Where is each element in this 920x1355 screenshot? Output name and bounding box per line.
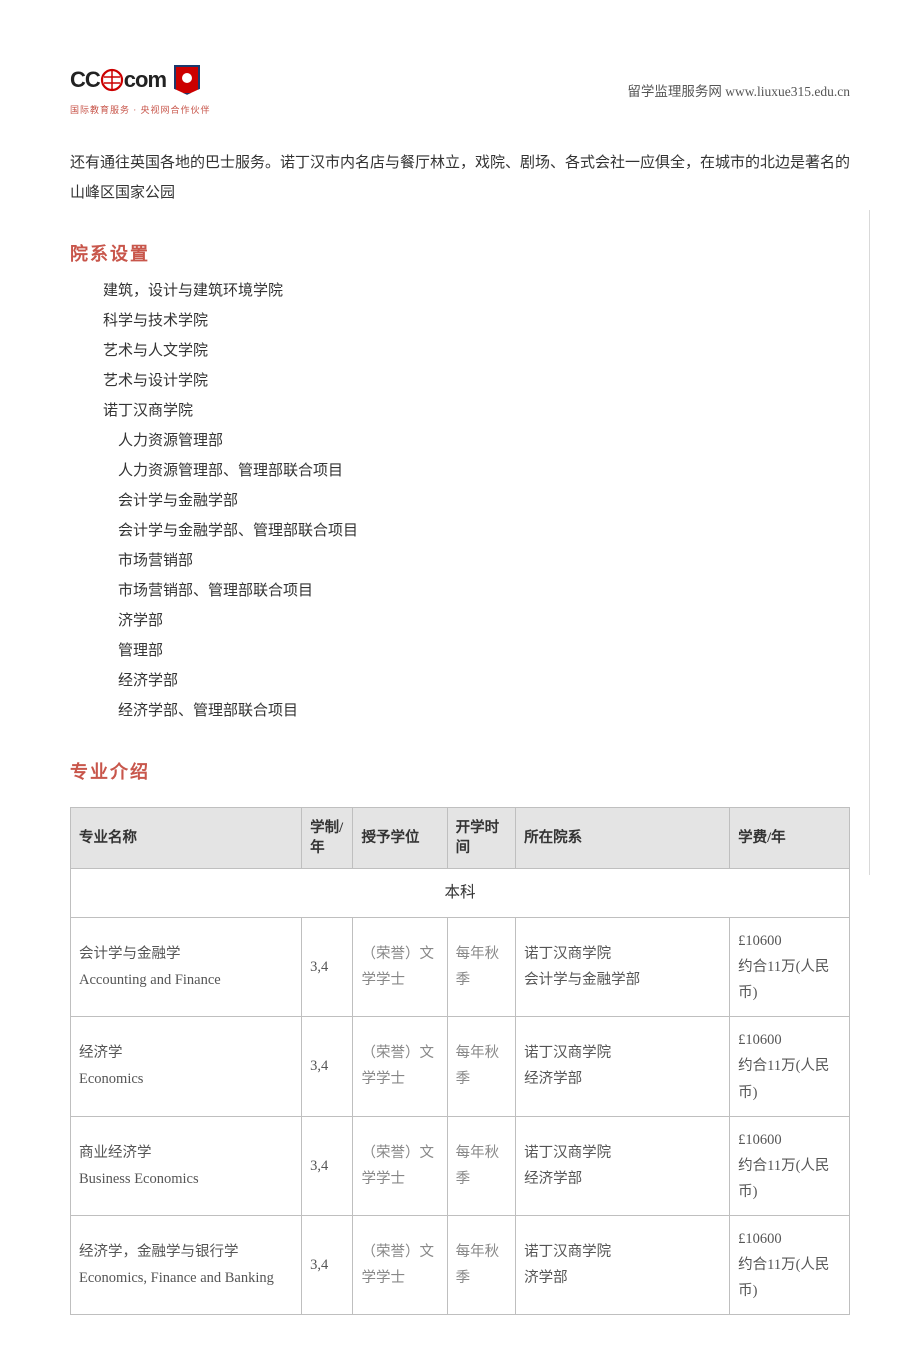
shield-icon: [174, 65, 200, 95]
site-label: 留学监理服务网 www.liuxue315.edu.cn: [627, 80, 850, 104]
fee-cny: 约合11万(人民币): [738, 1153, 841, 1205]
document-page: CC com 国际教育服务 · 央视网合作伙伴 留学监理服务网 www.liux…: [0, 0, 920, 1355]
majors-table: 本科 专业名称 学制/年 授予学位 开学时间 所在院系 学费/年 会计学与金融学…: [70, 807, 850, 1316]
major-name-en: Accounting and Finance: [79, 967, 293, 993]
section-title-majors: 专业介绍: [70, 756, 850, 788]
globe-icon: [100, 68, 124, 92]
col-header-fee: 学费/年: [730, 807, 850, 869]
fee-cny: 约合11万(人民币): [738, 954, 841, 1006]
dept-subunit: 经济学部: [524, 1166, 721, 1192]
table-row: 会计学与金融学Accounting and Finance3,4（荣誉）文学学士…: [71, 918, 850, 1017]
cell-degree: （荣誉）文学学士: [353, 1215, 447, 1314]
logo-text-right: com: [124, 60, 166, 100]
dept-school: 诺丁汉商学院: [524, 1239, 721, 1265]
col-header-dept: 所在院系: [516, 807, 730, 869]
list-item: 科学与技术学院: [103, 306, 850, 336]
section-title-departments: 院系设置: [70, 238, 850, 270]
department-list: 建筑，设计与建筑环境学院 科学与技术学院 艺术与人文学院 艺术与设计学院 诺丁汉…: [70, 276, 850, 726]
cell-major-name: 会计学与金融学Accounting and Finance: [71, 918, 302, 1017]
dept-subunit: 济学部: [524, 1265, 721, 1291]
cell-term: 每年秋季: [447, 1215, 515, 1314]
cell-fee: £10600约合11万(人民币): [730, 918, 850, 1017]
list-item: 经济学部、管理部联合项目: [118, 696, 850, 726]
cell-major-name: 经济学Economics: [71, 1017, 302, 1116]
cell-term: 每年秋季: [447, 1017, 515, 1116]
logo-text-left: CC: [70, 60, 100, 100]
cctv-logo: CC com: [70, 60, 166, 100]
cell-department: 诺丁汉商学院会计学与金融学部: [516, 918, 730, 1017]
cell-degree: （荣誉）文学学士: [353, 1116, 447, 1215]
page-header: CC com 国际教育服务 · 央视网合作伙伴 留学监理服务网 www.liux…: [70, 60, 850, 118]
fee-cny: 约合11万(人民币): [738, 1252, 841, 1304]
list-item: 人力资源管理部、管理部联合项目: [118, 456, 850, 486]
col-header-term: 开学时间: [447, 807, 515, 869]
cell-duration: 3,4: [302, 1017, 353, 1116]
dept-school: 诺丁汉商学院: [524, 1140, 721, 1166]
logo-row: CC com: [70, 60, 211, 100]
cell-term: 每年秋季: [447, 918, 515, 1017]
fee-gbp: £10600: [738, 1226, 841, 1252]
cell-fee: £10600约合11万(人民币): [730, 1017, 850, 1116]
list-item: 市场营销部、管理部联合项目: [118, 576, 850, 606]
cell-major-name: 商业经济学Business Economics: [71, 1116, 302, 1215]
major-name-en: Economics: [79, 1066, 293, 1092]
list-item: 会计学与金融学部: [118, 486, 850, 516]
list-item: 经济学部: [118, 666, 850, 696]
cell-fee: £10600约合11万(人民币): [730, 1215, 850, 1314]
cell-major-name: 经济学，金融学与银行学Economics, Finance and Bankin…: [71, 1215, 302, 1314]
fee-gbp: £10600: [738, 1027, 841, 1053]
dept-subunit: 会计学与金融学部: [524, 967, 721, 993]
dept-school: 诺丁汉商学院: [524, 1040, 721, 1066]
fee-gbp: £10600: [738, 928, 841, 954]
cell-duration: 3,4: [302, 1215, 353, 1314]
col-header-duration: 学制/年: [302, 807, 353, 869]
cell-term: 每年秋季: [447, 1116, 515, 1215]
list-item: 市场营销部: [118, 546, 850, 576]
dept-school: 诺丁汉商学院: [524, 941, 721, 967]
list-item: 诺丁汉商学院: [103, 396, 850, 426]
major-name-cn: 会计学与金融学: [79, 941, 293, 967]
table-header-row: 专业名称 学制/年 授予学位 开学时间 所在院系 学费/年: [71, 807, 850, 869]
major-name-en: Economics, Finance and Banking: [79, 1265, 293, 1291]
list-item: 艺术与设计学院: [103, 366, 850, 396]
list-item: 艺术与人文学院: [103, 336, 850, 366]
decorative-side-line: [869, 210, 870, 875]
intro-paragraph: 还有通往英国各地的巴士服务。诺丁汉市内名店与餐厅林立，戏院、剧场、各式会社一应俱…: [70, 148, 850, 208]
major-name-cn: 经济学: [79, 1040, 293, 1066]
list-item: 人力资源管理部: [118, 426, 850, 456]
cell-department: 诺丁汉商学院济学部: [516, 1215, 730, 1314]
cell-duration: 3,4: [302, 918, 353, 1017]
major-name-en: Business Economics: [79, 1166, 293, 1192]
cell-degree: （荣誉）文学学士: [353, 918, 447, 1017]
cell-department: 诺丁汉商学院经济学部: [516, 1116, 730, 1215]
major-name-cn: 经济学，金融学与银行学: [79, 1239, 293, 1265]
sub-department-list: 人力资源管理部 人力资源管理部、管理部联合项目 会计学与金融学部 会计学与金融学…: [103, 426, 850, 726]
col-header-name: 专业名称: [71, 807, 302, 869]
majors-table-wrap: 本科 专业名称 学制/年 授予学位 开学时间 所在院系 学费/年 会计学与金融学…: [70, 807, 850, 1316]
cell-degree: （荣誉）文学学士: [353, 1017, 447, 1116]
cell-department: 诺丁汉商学院经济学部: [516, 1017, 730, 1116]
list-item: 济学部: [118, 606, 850, 636]
logo-block: CC com 国际教育服务 · 央视网合作伙伴: [70, 60, 211, 118]
table-caption: 本科: [71, 869, 850, 918]
cell-duration: 3,4: [302, 1116, 353, 1215]
table-caption-row: 本科: [71, 869, 850, 918]
table-row: 经济学Economics3,4（荣誉）文学学士每年秋季诺丁汉商学院经济学部£10…: [71, 1017, 850, 1116]
fee-gbp: £10600: [738, 1127, 841, 1153]
col-header-degree: 授予学位: [353, 807, 447, 869]
table-row: 商业经济学Business Economics3,4（荣誉）文学学士每年秋季诺丁…: [71, 1116, 850, 1215]
list-item: 管理部: [118, 636, 850, 666]
dept-subunit: 经济学部: [524, 1066, 721, 1092]
major-name-cn: 商业经济学: [79, 1140, 293, 1166]
table-row: 经济学，金融学与银行学Economics, Finance and Bankin…: [71, 1215, 850, 1314]
logo-subtitle: 国际教育服务 · 央视网合作伙伴: [70, 102, 211, 118]
fee-cny: 约合11万(人民币): [738, 1053, 841, 1105]
list-item: 建筑，设计与建筑环境学院: [103, 276, 850, 306]
cell-fee: £10600约合11万(人民币): [730, 1116, 850, 1215]
list-item: 会计学与金融学部、管理部联合项目: [118, 516, 850, 546]
